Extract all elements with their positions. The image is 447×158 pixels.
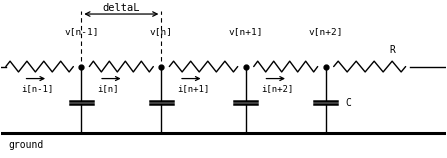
Text: v[n]: v[n] bbox=[150, 27, 173, 36]
Text: ground: ground bbox=[8, 140, 43, 150]
Text: i[n]: i[n] bbox=[97, 84, 118, 93]
Text: i[n-1]: i[n-1] bbox=[21, 84, 54, 93]
Text: R: R bbox=[389, 45, 395, 55]
Text: i[n+1]: i[n+1] bbox=[177, 84, 209, 93]
Text: C: C bbox=[346, 98, 351, 108]
Text: v[n+2]: v[n+2] bbox=[308, 27, 343, 36]
Text: deltaL: deltaL bbox=[102, 3, 140, 12]
Text: v[n+1]: v[n+1] bbox=[228, 27, 263, 36]
Text: i[n+2]: i[n+2] bbox=[261, 84, 294, 93]
Text: v[n-1]: v[n-1] bbox=[64, 27, 99, 36]
